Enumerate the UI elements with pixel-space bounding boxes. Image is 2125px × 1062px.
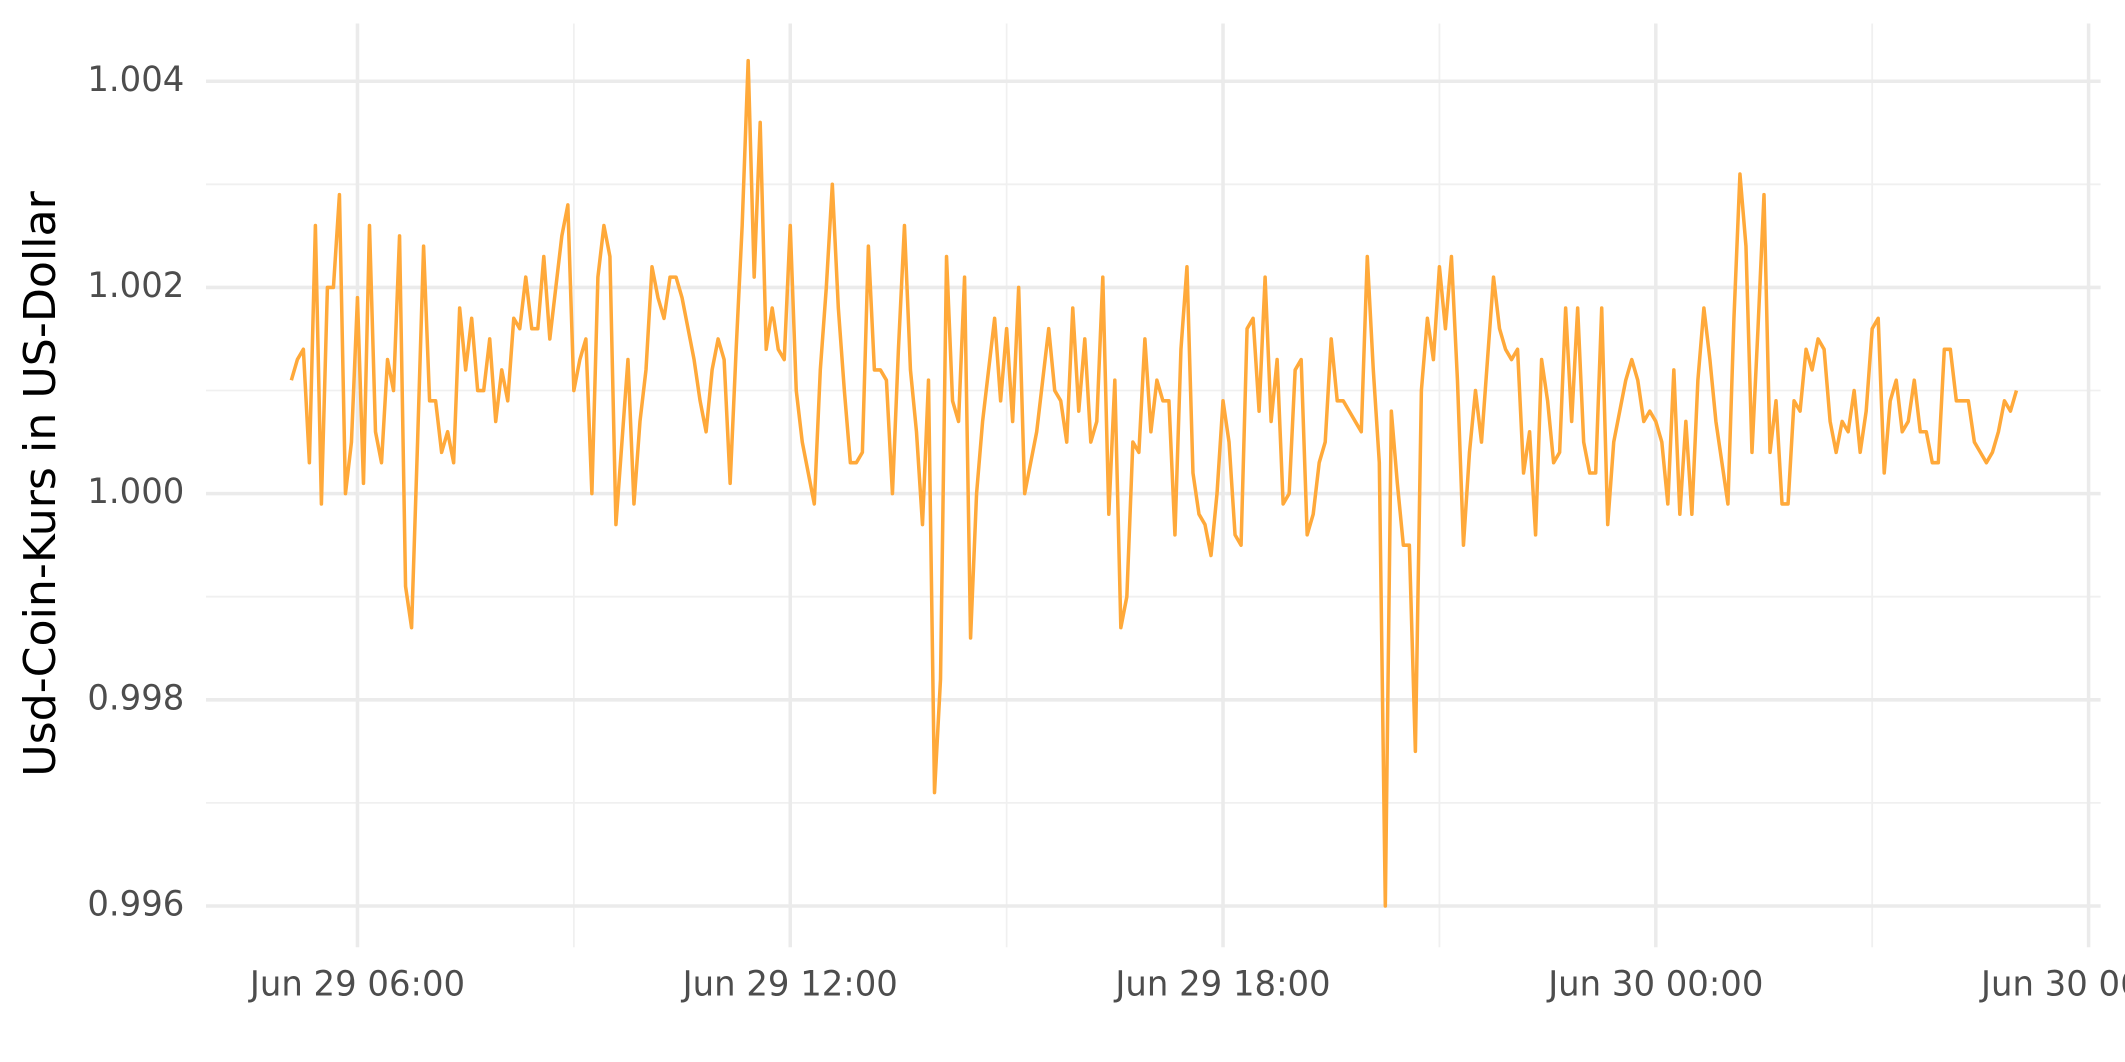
x-tick-label: Jun 29 06:00 xyxy=(248,964,465,1004)
x-tick-label: Jun 29 12:00 xyxy=(681,964,898,1004)
x-tick-label: Jun 29 18:00 xyxy=(1113,964,1330,1004)
y-axis-title: Usd-Coin-Kurs in US-Dollar xyxy=(16,191,66,777)
y-tick-label: 1.000 xyxy=(87,472,184,512)
y-tick-label: 1.004 xyxy=(87,60,184,100)
y-tick-label: 0.996 xyxy=(87,884,184,924)
x-tick-label: Jun 30 06:00 xyxy=(1979,964,2125,1004)
x-tick-label: Jun 30 00:00 xyxy=(1546,964,1763,1004)
grid xyxy=(205,23,2101,948)
price-line xyxy=(289,58,2019,908)
y-tick-label: 1.002 xyxy=(87,266,184,306)
y-tick-label: 0.998 xyxy=(87,678,184,718)
